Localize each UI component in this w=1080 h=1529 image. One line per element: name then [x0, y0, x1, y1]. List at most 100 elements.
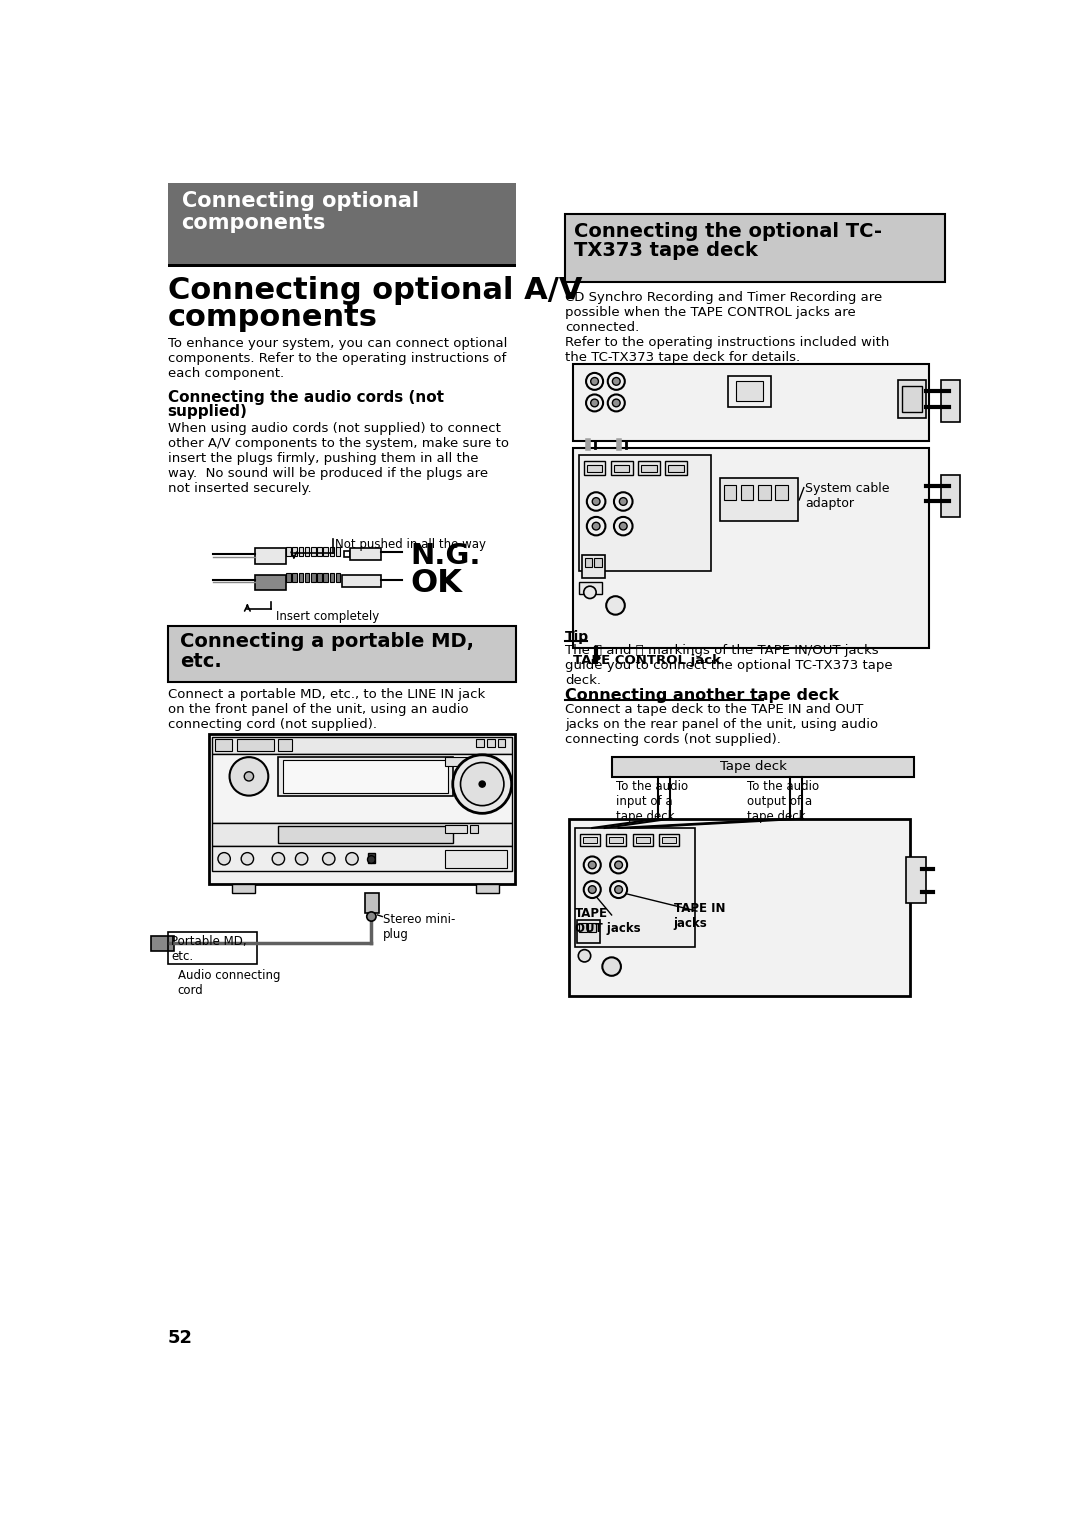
Bar — [642, 465, 657, 472]
Bar — [336, 573, 340, 583]
Bar — [365, 893, 379, 913]
Bar — [579, 922, 586, 931]
Circle shape — [603, 957, 621, 976]
Bar — [167, 931, 257, 965]
Bar — [305, 547, 309, 557]
Text: Connect a tape deck to the TAPE IN and OUT
jacks on the rear panel of the unit, : Connect a tape deck to the TAPE IN and O… — [565, 703, 878, 746]
Bar — [580, 835, 600, 847]
Bar — [286, 547, 291, 557]
Bar — [212, 737, 512, 754]
Circle shape — [610, 856, 627, 873]
Circle shape — [230, 757, 268, 795]
Text: Stereo mini-
plug: Stereo mini- plug — [383, 913, 456, 940]
Bar — [728, 376, 770, 407]
Bar — [329, 573, 334, 583]
Circle shape — [613, 517, 633, 535]
Bar — [611, 462, 633, 476]
Bar — [286, 573, 291, 583]
Circle shape — [608, 394, 625, 411]
Circle shape — [480, 781, 485, 787]
Bar — [609, 838, 623, 844]
Text: Connecting optional: Connecting optional — [181, 191, 419, 211]
Bar — [476, 740, 484, 748]
Text: components: components — [167, 303, 378, 332]
Circle shape — [453, 755, 512, 813]
Bar — [941, 474, 960, 517]
Bar — [659, 835, 679, 847]
Circle shape — [244, 772, 254, 781]
Bar — [583, 462, 606, 476]
Bar — [476, 884, 499, 893]
Circle shape — [583, 856, 600, 873]
Text: Not pushed in all the way: Not pushed in all the way — [335, 538, 486, 550]
Circle shape — [591, 378, 598, 385]
Text: OK: OK — [410, 569, 462, 599]
Bar — [336, 547, 340, 557]
Bar — [576, 829, 696, 948]
Circle shape — [586, 373, 603, 390]
Bar — [582, 555, 606, 578]
Bar — [445, 757, 469, 766]
Circle shape — [592, 523, 600, 531]
Text: To the audio
output of a
tape deck: To the audio output of a tape deck — [747, 780, 820, 823]
Text: Connecting another tape deck: Connecting another tape deck — [565, 688, 839, 703]
Text: Tape deck: Tape deck — [720, 760, 787, 774]
Bar — [565, 214, 945, 281]
Bar — [350, 547, 381, 560]
Text: Connect a portable MD, etc., to the LINE IN jack
on the front panel of the unit,: Connect a portable MD, etc., to the LINE… — [167, 688, 485, 731]
Bar — [662, 838, 676, 844]
Circle shape — [367, 911, 376, 920]
Bar — [669, 465, 684, 472]
Bar — [212, 823, 512, 847]
Bar — [906, 858, 926, 904]
Circle shape — [619, 497, 627, 506]
Circle shape — [367, 856, 375, 864]
Bar — [579, 456, 711, 570]
Bar — [279, 827, 453, 844]
Circle shape — [592, 497, 600, 506]
Circle shape — [586, 517, 606, 535]
Bar — [720, 479, 798, 521]
Text: supplied): supplied) — [167, 405, 247, 419]
Circle shape — [606, 596, 625, 615]
Circle shape — [586, 394, 603, 411]
Text: To enhance your system, you can connect optional
components. Refer to the operat: To enhance your system, you can connect … — [167, 338, 507, 381]
Bar — [208, 734, 515, 884]
Circle shape — [346, 853, 359, 865]
Bar — [232, 884, 255, 893]
Text: CD Synchro Recording and Timer Recording are
possible when the TAPE CONTROL jack: CD Synchro Recording and Timer Recording… — [565, 292, 882, 335]
Bar — [583, 838, 597, 844]
Circle shape — [608, 373, 625, 390]
Bar — [470, 824, 477, 833]
Circle shape — [615, 885, 622, 893]
Text: System cable
adaptor: System cable adaptor — [806, 482, 890, 511]
Text: Refer to the operating instructions included with
the TC-TX373 tape deck for det: Refer to the operating instructions incl… — [565, 336, 890, 364]
Bar — [445, 824, 467, 833]
Text: N.G.: N.G. — [410, 541, 481, 569]
Bar — [577, 920, 600, 943]
Text: Insert completely: Insert completely — [276, 610, 379, 622]
Circle shape — [613, 492, 633, 511]
Bar — [167, 183, 516, 265]
Bar — [611, 757, 914, 777]
Bar — [212, 754, 512, 823]
Text: TX373 tape deck: TX373 tape deck — [575, 242, 758, 260]
Bar — [237, 739, 273, 751]
Circle shape — [612, 378, 620, 385]
Text: 52: 52 — [167, 1329, 192, 1347]
Bar — [636, 838, 649, 844]
Circle shape — [610, 881, 627, 898]
Bar — [569, 818, 910, 995]
Bar — [293, 573, 297, 583]
Text: Connecting the audio cords (not: Connecting the audio cords (not — [167, 390, 444, 405]
Bar — [472, 757, 480, 764]
Circle shape — [460, 763, 504, 806]
Text: Connecting optional A/V: Connecting optional A/V — [167, 275, 582, 304]
Text: components: components — [181, 213, 326, 232]
Text: Portable MD,
etc.: Portable MD, etc. — [172, 936, 247, 963]
Bar — [293, 547, 297, 557]
Bar — [298, 547, 303, 557]
Circle shape — [589, 885, 596, 893]
Bar — [279, 757, 453, 795]
Circle shape — [578, 950, 591, 962]
